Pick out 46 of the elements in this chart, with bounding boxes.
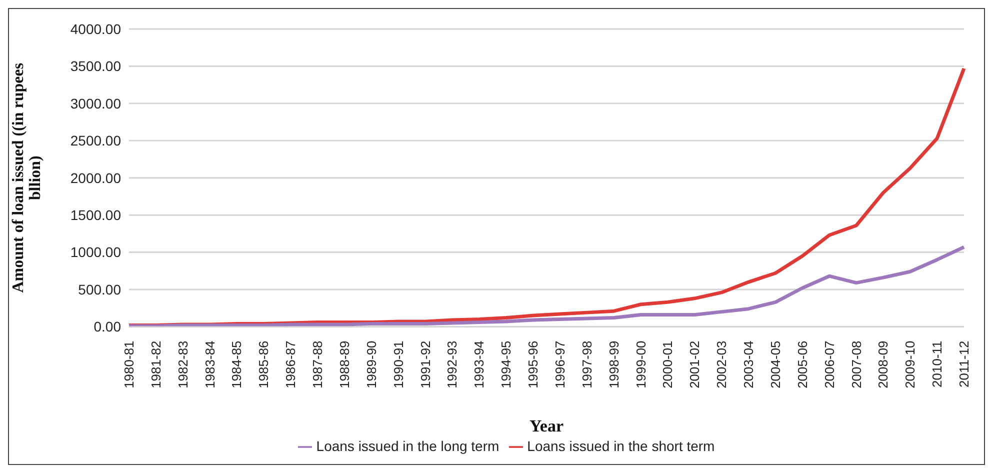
- y-tick-label: 2000.00: [70, 170, 122, 186]
- x-tick-label: 2011-12: [956, 340, 972, 388]
- x-axis-title: Year: [530, 416, 564, 436]
- x-tick-label: 1983-84: [202, 340, 218, 388]
- y-axis-title: Amount of loan issued ((in rupees bllion): [10, 62, 44, 293]
- x-tick-label: 1996-97: [552, 340, 568, 388]
- x-tick-label: 2002-03: [714, 340, 730, 388]
- x-tick-label: 2004-05: [768, 340, 783, 388]
- x-tick-label: 1992-93: [444, 340, 460, 388]
- x-tick-label: 1988-89: [336, 340, 352, 388]
- y-tick-label: 1500.00: [70, 207, 122, 224]
- line-series: [127, 245, 966, 327]
- x-tick-label: 2003-04: [741, 340, 756, 388]
- x-tick-label: 2005-06: [794, 340, 810, 388]
- x-tick-label: 2009-10: [902, 340, 918, 388]
- x-tick-label: 2000-01: [660, 340, 676, 388]
- x-tick-label: 1998-99: [606, 340, 622, 388]
- y-tick-label: 1000.00: [70, 244, 122, 260]
- x-tick-label: 2006-07: [822, 340, 837, 388]
- y-tick-label: 3500.00: [70, 58, 122, 74]
- x-tick-label: 2001-02: [687, 340, 702, 388]
- y-tick-label: 3000.00: [70, 95, 122, 112]
- x-tick-label: 1981-82: [148, 340, 164, 388]
- x-tick-label: 1997-98: [579, 340, 594, 388]
- x-tick-label: 1989-90: [364, 340, 379, 388]
- x-tick-label: 1986-87: [283, 340, 298, 388]
- y-tick-label: 4000.00: [70, 20, 122, 37]
- x-tick-label: 1995-96: [526, 340, 541, 388]
- x-tick-label: 1980-81: [122, 340, 136, 388]
- x-tick-label: 2008-09: [876, 340, 891, 388]
- y-tick-label: 0.00: [94, 318, 122, 335]
- legend-label: Loans issued in the short term: [527, 438, 715, 454]
- y-tick-label: 2500.00: [70, 132, 122, 149]
- x-tick-label: 1993-94: [472, 340, 487, 388]
- x-tick-label: 2007-08: [848, 340, 864, 388]
- x-tick-label: 1991-92: [418, 340, 433, 388]
- x-tick-label: 1984-85: [229, 340, 244, 388]
- x-tick-label: 1985-86: [256, 340, 272, 388]
- x-tick-label: 1982-83: [175, 340, 190, 388]
- legend-label: Loans issued in the long term: [316, 438, 500, 454]
- x-tick-label: 1987-88: [310, 340, 326, 388]
- x-tick-label: 1999-00: [633, 340, 648, 388]
- x-tick-label: 2010-11: [930, 340, 945, 388]
- x-tick-label: 1990-91: [390, 340, 406, 388]
- x-tick-label: 1994-95: [498, 340, 514, 388]
- y-tick-label: 500.00: [78, 281, 122, 298]
